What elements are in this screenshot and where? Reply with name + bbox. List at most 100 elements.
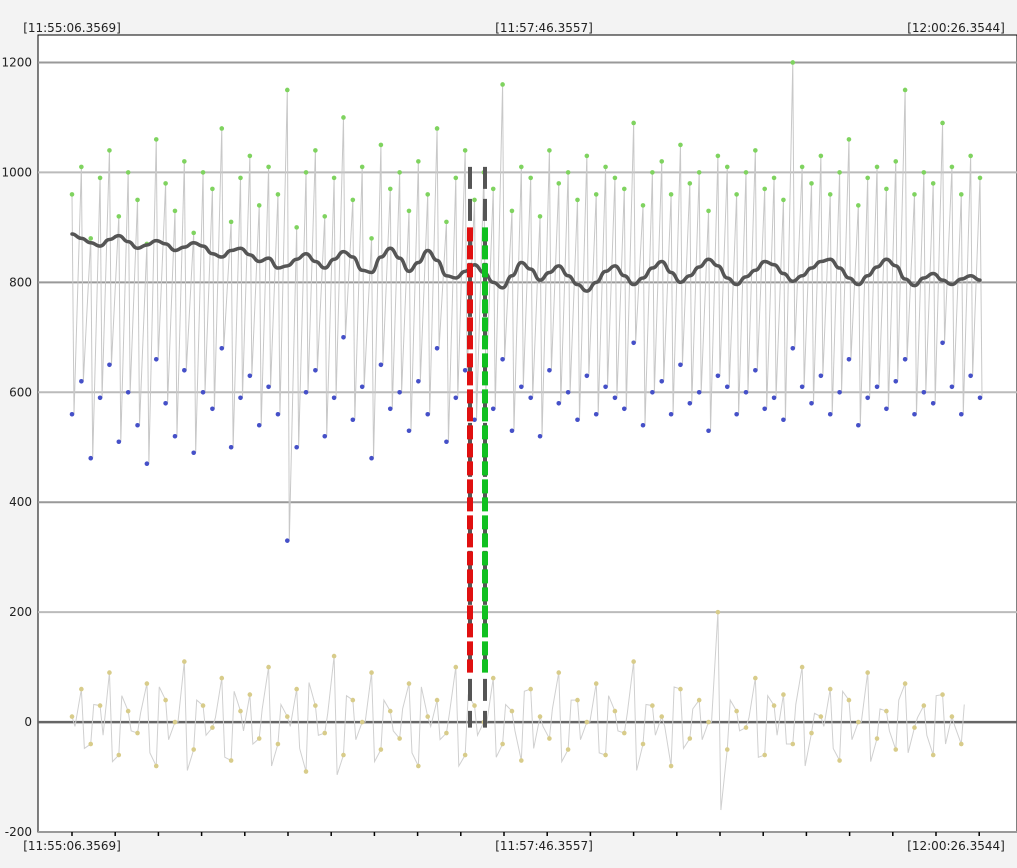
point-middle <box>603 384 608 390</box>
point-middle <box>659 378 665 384</box>
point-lower <box>331 653 337 659</box>
plot-area <box>37 34 1017 833</box>
point-middle <box>69 411 75 417</box>
point-middle <box>678 362 683 368</box>
point-lower <box>753 675 758 681</box>
y-tick-label: -200 <box>5 825 32 839</box>
point-middle <box>912 411 917 417</box>
point-middle <box>809 400 814 406</box>
point-upper <box>734 192 739 197</box>
point-middle <box>977 395 983 401</box>
point-lower <box>940 692 945 697</box>
point-middle <box>172 433 178 439</box>
point-lower <box>182 659 187 664</box>
point-upper <box>743 170 749 175</box>
point-middle <box>406 428 412 434</box>
point-upper <box>556 181 562 186</box>
point-lower <box>640 741 646 747</box>
point-upper <box>837 170 842 175</box>
point-upper <box>603 164 608 170</box>
point-middle <box>818 373 824 379</box>
point-middle <box>378 362 384 368</box>
point-middle <box>874 384 880 390</box>
point-middle <box>453 395 459 401</box>
point-middle <box>266 384 271 390</box>
point-upper <box>856 203 861 208</box>
point-middle <box>743 389 749 395</box>
point-upper <box>509 208 515 214</box>
point-lower <box>406 681 412 686</box>
point-lower <box>818 714 824 719</box>
point-lower <box>612 708 618 714</box>
point-upper <box>668 192 674 197</box>
point-lower <box>397 736 402 741</box>
point-upper <box>771 175 777 181</box>
series-upper <box>69 60 983 247</box>
point-middle <box>238 395 243 401</box>
point-upper <box>238 175 243 181</box>
point-lower <box>949 714 955 719</box>
x-tick-label-bottom: [11:55:06.3569] <box>23 839 121 853</box>
y-tick-label: 1000 <box>1 165 32 179</box>
point-middle <box>940 340 945 346</box>
point-middle <box>359 384 365 390</box>
point-lower <box>97 703 103 708</box>
point-middle <box>97 395 103 401</box>
point-middle <box>958 411 964 417</box>
point-lower <box>584 719 590 725</box>
point-lower <box>556 670 562 675</box>
point-middle <box>706 428 711 434</box>
point-middle <box>584 373 590 379</box>
point-upper <box>575 197 580 203</box>
point-upper <box>387 186 393 192</box>
point-lower <box>893 747 899 752</box>
connector-lines-upper <box>71 62 983 541</box>
point-middle <box>472 417 477 423</box>
point-lower <box>88 741 94 747</box>
point-lower <box>144 681 150 686</box>
point-lower <box>153 763 159 769</box>
point-lower <box>500 741 505 747</box>
x-tick-label-top: [11:55:06.3569] <box>23 21 121 35</box>
point-lower <box>547 736 552 741</box>
point-lower <box>509 708 515 714</box>
point-lower <box>378 747 384 752</box>
point-upper <box>640 203 646 208</box>
point-middle <box>191 450 196 456</box>
connector-lines-lower <box>71 612 965 811</box>
point-lower <box>472 703 477 708</box>
point-lower <box>762 752 768 758</box>
point-middle <box>537 433 543 439</box>
point-lower <box>294 686 299 692</box>
point-lower <box>930 752 936 758</box>
point-upper <box>762 186 768 192</box>
x-tick-label-top: [12:00:26.3544] <box>907 21 1005 35</box>
y-tick-label: 1200 <box>1 55 32 69</box>
x-tick-label-bottom: [12:00:26.3544] <box>907 839 1005 853</box>
point-upper <box>874 164 880 170</box>
point-middle <box>856 422 861 428</box>
point-upper <box>350 197 356 203</box>
point-upper <box>827 192 833 197</box>
point-lower <box>734 708 739 714</box>
point-upper <box>547 148 552 153</box>
point-middle <box>182 367 187 373</box>
y-tick-label: 800 <box>9 275 32 289</box>
point-upper <box>359 164 365 170</box>
point-lower <box>678 686 683 692</box>
point-middle <box>210 406 215 412</box>
point-middle <box>144 461 150 467</box>
point-upper <box>696 170 702 175</box>
point-upper <box>200 170 206 175</box>
point-middle <box>107 362 112 368</box>
point-upper <box>69 192 75 197</box>
point-upper <box>753 148 758 153</box>
point-upper <box>125 170 131 175</box>
point-lower <box>210 725 215 730</box>
point-middle <box>650 389 655 395</box>
series-trend-line <box>70 232 982 293</box>
point-upper <box>650 170 655 175</box>
point-lower <box>238 708 243 714</box>
point-upper <box>284 87 290 93</box>
point-middle <box>434 346 440 351</box>
